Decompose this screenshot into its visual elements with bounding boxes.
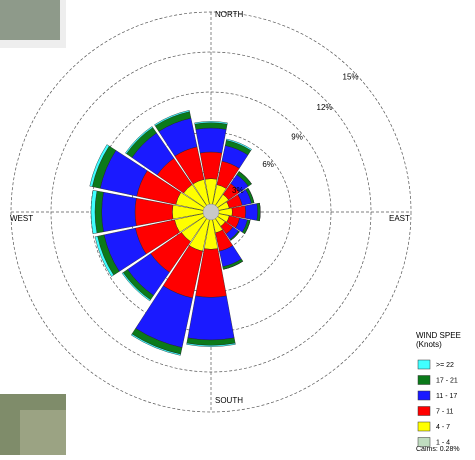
wedge-segment <box>186 342 236 347</box>
north-label: NORTH <box>215 10 244 19</box>
wedge-segment <box>187 295 235 341</box>
legend-label: >= 22 <box>436 362 454 369</box>
ring <box>10 11 412 413</box>
ring-label: 12% <box>317 103 333 112</box>
legend: WIND SPEE (Knots) Calms: 0.28% 1 - 4 4 - … <box>416 331 461 453</box>
wedge-segment <box>90 190 98 234</box>
photo-detail <box>20 410 66 455</box>
legend-swatch <box>417 421 431 432</box>
wedge-segment <box>89 144 110 187</box>
ring-label: 15% <box>343 72 359 81</box>
wedge-segment <box>101 191 137 233</box>
legend-swatch <box>417 375 431 385</box>
wedge-segment <box>244 203 258 221</box>
wedges <box>89 110 261 356</box>
wedge-segment <box>94 235 114 277</box>
ring-label: 9% <box>291 132 303 141</box>
legend-title: WIND SPEE <box>416 331 461 340</box>
wedge-segment <box>199 151 223 180</box>
wedge-segment <box>154 110 190 127</box>
south-label: SOUTH <box>215 396 243 405</box>
wedge-segment <box>121 272 151 302</box>
labels: NORTH EAST SOUTH WEST 3% 6% 9% 12% 15% <box>10 10 410 405</box>
wedge-segment <box>231 205 246 219</box>
legend-label: 11 - 17 <box>436 393 457 400</box>
legend-subtitle: (Knots) <box>416 340 442 349</box>
ring-label: 6% <box>262 160 274 169</box>
west-label: WEST <box>10 214 33 223</box>
wedge-segment <box>244 220 251 234</box>
legend-label: 4 - 7 <box>436 424 450 431</box>
ring <box>50 51 372 373</box>
legend-swatch <box>417 437 431 447</box>
wedge-segment <box>238 171 252 185</box>
legend-swatch <box>417 406 431 416</box>
legend-swatch <box>417 359 431 370</box>
wedge-segment <box>194 121 228 125</box>
wedge-segment <box>247 187 255 203</box>
east-label: EAST <box>389 214 410 223</box>
ring-label: 3% <box>232 186 244 195</box>
wedge-segment <box>226 138 252 151</box>
calms-label: Calms: 0.28% <box>416 446 460 453</box>
legend-label: 17 - 21 <box>436 377 458 384</box>
legend-label: 1 - 4 <box>436 439 450 446</box>
photo-thumbnail <box>0 0 60 40</box>
wedge-segment <box>195 127 227 154</box>
wedge-segment <box>223 261 244 270</box>
legend-label: 7 - 11 <box>436 408 453 415</box>
calm-core <box>202 203 220 221</box>
wedge-segment <box>125 126 154 155</box>
wedge-segment <box>130 333 181 356</box>
legend-swatch <box>417 390 431 401</box>
